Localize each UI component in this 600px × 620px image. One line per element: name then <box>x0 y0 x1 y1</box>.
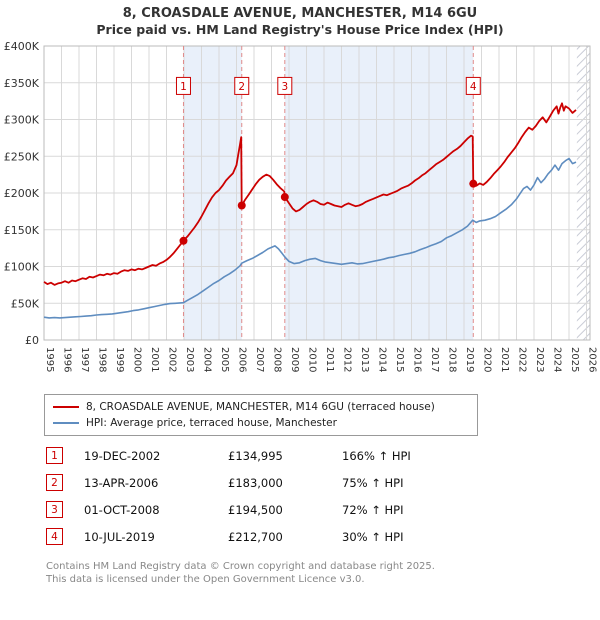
sale-date: 01-OCT-2008 <box>84 502 160 517</box>
svg-text:2005: 2005 <box>219 347 230 372</box>
sale-price: £212,700 <box>228 529 283 544</box>
svg-text:2012: 2012 <box>342 347 353 372</box>
sale-price: £194,500 <box>228 502 283 517</box>
sale-hpi-delta: 30% ↑ HPI <box>342 529 404 544</box>
svg-text:£150K: £150K <box>4 224 40 237</box>
svg-text:1996: 1996 <box>62 347 73 372</box>
svg-text:2007: 2007 <box>254 347 265 372</box>
svg-text:2021: 2021 <box>499 347 510 372</box>
svg-text:2014: 2014 <box>377 347 388 372</box>
svg-text:1998: 1998 <box>97 347 108 372</box>
svg-text:1: 1 <box>180 81 187 93</box>
legend-property-label: 8, CROASDALE AVENUE, MANCHESTER, M14 6GU… <box>86 400 435 413</box>
svg-text:2022: 2022 <box>517 347 528 372</box>
svg-text:2003: 2003 <box>184 347 195 372</box>
svg-text:2017: 2017 <box>429 347 440 372</box>
table-row: 3 01-OCT-2008 £194,500 72% ↑ HPI <box>46 496 600 523</box>
sale-number-badge: 4 <box>46 528 63 546</box>
svg-text:£250K: £250K <box>4 150 40 163</box>
svg-text:2006: 2006 <box>237 347 248 372</box>
svg-text:2009: 2009 <box>289 347 300 372</box>
svg-text:£400K: £400K <box>4 40 40 53</box>
svg-text:2004: 2004 <box>202 347 213 372</box>
svg-text:£200K: £200K <box>4 187 40 200</box>
sales-table: 1 19-DEC-2002 £134,995 166% ↑ HPI 2 13-A… <box>46 442 600 550</box>
legend-hpi-label: HPI: Average price, terraced house, Manc… <box>86 417 337 430</box>
svg-text:2011: 2011 <box>324 347 335 372</box>
svg-text:3: 3 <box>281 81 288 93</box>
sale-hpi-delta: 75% ↑ HPI <box>342 475 404 490</box>
svg-text:2019: 2019 <box>464 347 475 372</box>
table-row: 2 13-APR-2006 £183,000 75% ↑ HPI <box>46 469 600 496</box>
sale-number-badge: 3 <box>46 501 63 519</box>
legend-item-property: 8, CROASDALE AVENUE, MANCHESTER, M14 6GU… <box>53 399 469 415</box>
svg-text:2000: 2000 <box>132 347 143 372</box>
svg-text:2020: 2020 <box>482 347 493 372</box>
sale-hpi-delta: 166% ↑ HPI <box>342 448 411 463</box>
svg-text:2015: 2015 <box>394 347 405 372</box>
page-subtitle: Price paid vs. HM Land Registry's House … <box>96 22 504 38</box>
svg-text:£300K: £300K <box>4 113 40 126</box>
property-line-swatch <box>53 406 79 408</box>
svg-text:2016: 2016 <box>412 347 423 372</box>
price-chart: 1 2 3 4 £0 £50K £100K £150K £200K £250K £300K £350K… <box>4 40 598 372</box>
svg-text:1995: 1995 <box>44 347 55 372</box>
svg-text:2013: 2013 <box>359 347 370 372</box>
legend-item-hpi: HPI: Average price, terraced house, Manc… <box>53 415 469 431</box>
license-footer: Contains HM Land Registry data © Crown c… <box>46 560 600 586</box>
svg-text:2018: 2018 <box>447 347 458 372</box>
svg-text:£0: £0 <box>25 334 39 347</box>
svg-text:2002: 2002 <box>167 347 178 372</box>
sale-price: £134,995 <box>228 448 283 463</box>
svg-text:2010: 2010 <box>307 347 318 372</box>
svg-text:2023: 2023 <box>534 347 545 372</box>
svg-text:2026: 2026 <box>587 347 598 372</box>
sale-date: 19-DEC-2002 <box>84 448 161 463</box>
svg-text:1997: 1997 <box>79 347 90 372</box>
footer-line-2: This data is licensed under the Open Gov… <box>46 574 365 586</box>
svg-text:£350K: £350K <box>4 77 40 90</box>
svg-text:2024: 2024 <box>552 347 563 372</box>
sale-date: 13-APR-2006 <box>84 475 159 490</box>
page-title: 8, CROASDALE AVENUE, MANCHESTER, M14 6GU <box>122 6 478 21</box>
sale-price: £183,000 <box>228 475 283 490</box>
footer-line-1: Contains HM Land Registry data © Crown c… <box>46 561 435 573</box>
hpi-line-swatch <box>53 422 79 425</box>
svg-text:2008: 2008 <box>272 347 283 372</box>
table-row: 1 19-DEC-2002 £134,995 166% ↑ HPI <box>46 442 600 469</box>
sale-hpi-delta: 72% ↑ HPI <box>342 502 404 517</box>
svg-text:2: 2 <box>238 81 245 93</box>
svg-text:£50K: £50K <box>11 297 40 310</box>
sale-date: 10-JUL-2019 <box>84 529 155 544</box>
svg-text:1999: 1999 <box>114 347 125 372</box>
sale-number-badge: 2 <box>46 474 63 492</box>
chart-legend: 8, CROASDALE AVENUE, MANCHESTER, M14 6GU… <box>44 393 478 437</box>
svg-text:4: 4 <box>470 81 477 93</box>
table-row: 4 10-JUL-2019 £212,700 30% ↑ HPI <box>46 523 600 550</box>
sale-number-badge: 1 <box>46 447 63 465</box>
svg-text:2001: 2001 <box>149 347 160 372</box>
svg-text:2025: 2025 <box>569 347 580 372</box>
svg-text:£100K: £100K <box>4 260 40 273</box>
